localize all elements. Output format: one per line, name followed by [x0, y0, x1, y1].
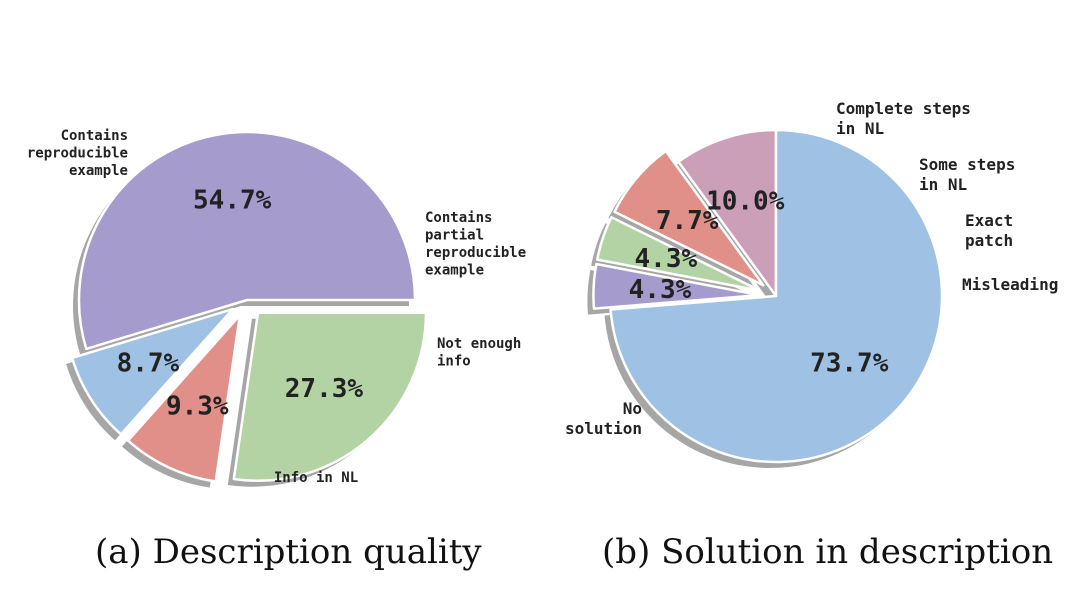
slice-some-steps-in-nl — [613, 149, 765, 287]
pct-label-no-solution: 73.7% — [810, 348, 889, 378]
slice-label-some-steps-in-nl: Some steps in NL — [919, 155, 1015, 194]
pct-label-info-in-nl: 27.3% — [285, 374, 364, 404]
slice-label-complete-steps-in-nl: Complete steps in NL — [836, 99, 971, 138]
slice-not-enough-info — [126, 313, 242, 483]
pct-label-not-enough-info: 9.3% — [166, 392, 229, 422]
slice-contains-reproducible-example — [77, 130, 417, 351]
pie-chart-description-quality: 54.7% 8.7% 9.3% 27.3% Contains reproducible ex… — [27, 128, 526, 488]
slice-label-exact-patch: Exact patch — [965, 211, 1013, 250]
pct-label-some-steps-in-nl: 7.7% — [656, 206, 719, 236]
slice-label-contains-partial-reproducible-example: Contains partial reproducible example — [425, 210, 526, 279]
pct-label-contains-partial-reproducible-example: 8.7% — [117, 348, 180, 378]
pct-label-exact-patch: 4.3% — [635, 244, 698, 274]
caption-solution-in-description: (b) Solution in description — [602, 532, 1054, 572]
pct-label-contains-reproducible-example: 54.7% — [193, 185, 272, 215]
slice-misleading — [592, 262, 761, 310]
pct-label-complete-steps-in-nl: 10.0% — [706, 186, 785, 216]
pie-chart-solution-in-description: 10.0%7.7% 4.3%4.3% 73.7% Complete steps in N… — [565, 99, 1058, 468]
slice-no-solution — [609, 128, 944, 464]
slice-contains-partial-reproducible-example — [70, 307, 235, 436]
slice-label-misleading: Misleading — [962, 275, 1058, 294]
slice-complete-steps-in-nl — [677, 128, 778, 298]
slice-label-info-in-nl: Info in NL — [274, 470, 358, 486]
caption-description-quality: (a) Description quality — [95, 532, 482, 572]
pct-label-misleading: 4.3% — [629, 275, 692, 305]
slice-label-not-enough-info: Not enough info — [437, 336, 521, 370]
slice-label-no-solution: No solution — [565, 399, 642, 438]
slice-label-contains-reproducible-example: Contains reproducible example — [27, 128, 128, 179]
slice-exact-patch — [595, 215, 762, 292]
slice-info-in-nl — [232, 311, 428, 482]
